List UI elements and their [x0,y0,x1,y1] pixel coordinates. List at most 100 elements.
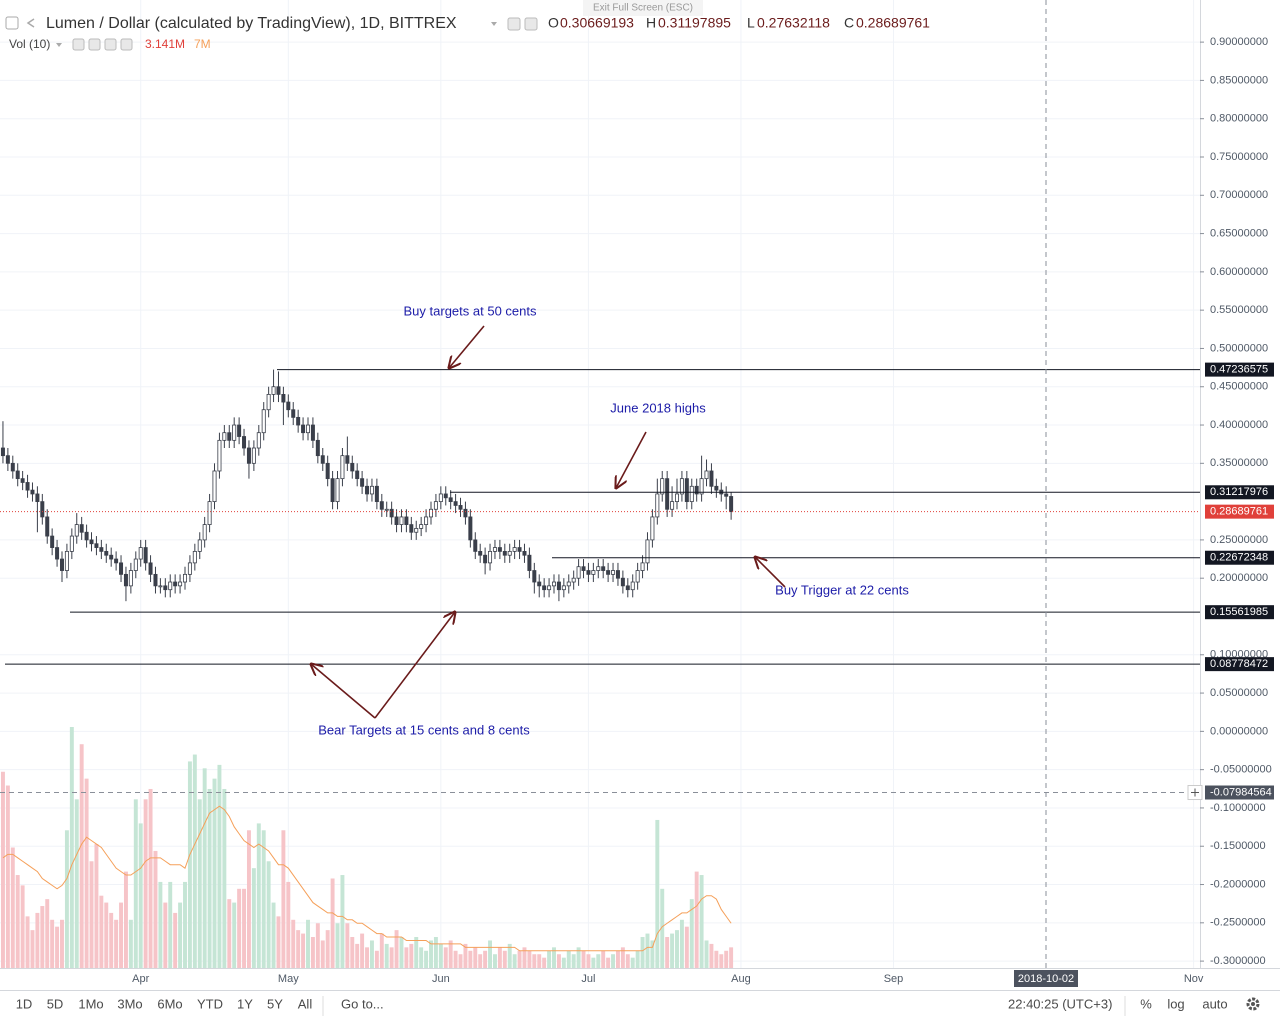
level-tag [1205,550,1274,565]
vol-icon[interactable] [104,38,117,51]
volume-bar [576,947,581,968]
vol-icon[interactable] [72,38,85,51]
candle-body [428,508,433,518]
volume-bar [173,912,178,968]
volume-bar [266,861,271,968]
volume-bar [330,878,335,968]
candle-body [286,401,291,411]
range-button[interactable]: YTD [197,996,223,1011]
range-button[interactable]: 6Mo [157,996,182,1011]
annotation: Bear Targets at 15 cents and 8 cents [318,722,530,737]
volume-bar [714,950,719,968]
volume-bar [473,947,478,968]
volume-bar [79,744,84,968]
x-tick-label: Jul [581,973,595,985]
volume-bar [512,954,517,968]
settings-icon[interactable] [524,17,538,31]
volume-bar [488,940,493,968]
candle-body [330,478,335,503]
candle-body [119,562,124,575]
volume-bar [15,875,20,968]
volume-bar [478,954,483,968]
candle-body [305,424,310,434]
candle-body [251,447,256,464]
volume-bar [650,940,655,968]
volume-bar [153,850,158,968]
volume-bar [458,954,463,968]
volume-bar [552,947,556,968]
annotation-arrow [374,612,455,719]
candle-body [394,516,399,525]
candle-body [109,554,114,560]
volume-bar [291,919,296,968]
range-button[interactable]: 5D [47,996,64,1011]
vol-dropdown[interactable] [56,43,62,47]
y-tick-label: -0.3000000 [1210,955,1266,967]
candle-body [689,485,694,503]
range-button[interactable]: All [298,996,313,1011]
range-button[interactable]: 3Mo [117,996,142,1011]
vol-icon[interactable] [120,38,133,51]
volume-ma-line [2,805,732,952]
volume-bar [119,902,124,968]
exit-fullscreen-bg[interactable] [583,0,703,16]
candle-body [561,585,566,591]
volume-bar [532,954,537,968]
volume-bar [197,799,202,968]
candle-body [438,493,443,503]
crosshair-x-tag [1014,970,1079,987]
log-toggle[interactable]: log [1167,996,1184,1011]
range-button[interactable]: 1Mo [78,996,103,1011]
volume-bar [94,844,99,968]
candle-body [153,573,158,587]
candle-body [414,528,419,533]
candle-body [335,478,340,503]
dropdown-icon[interactable] [491,22,497,26]
vol-icon[interactable] [88,38,101,51]
candle-body [104,550,109,556]
candle-body [448,497,453,503]
auto-toggle[interactable]: auto [1202,996,1227,1011]
collapse-icon[interactable] [5,16,19,30]
goto-button[interactable]: Go to... [341,996,384,1011]
percent-toggle[interactable]: % [1140,996,1152,1011]
eye-icon[interactable] [507,17,521,31]
volume-bar [138,823,143,968]
low-letter: L [747,15,755,31]
volume-bar [601,950,606,968]
open-letter: O [548,15,559,31]
range-button[interactable]: 5Y [267,996,283,1011]
volume-bar [660,888,665,968]
settings-gear[interactable] [1246,997,1260,1011]
level-tag-label: 0.15561985 [1210,606,1268,618]
y-tick-label: 0.80000000 [1210,113,1268,125]
volume-bar [463,943,468,968]
range-button[interactable]: 1Y [237,996,253,1011]
annotation: Buy Trigger at 22 cents [775,582,909,597]
candle-body [365,485,370,495]
candle-body [483,554,488,564]
volume-bar [665,937,670,968]
candle-body [173,581,178,587]
candle-body [291,409,296,418]
candle-body [345,455,350,464]
y-tick-label: 0.90000000 [1210,36,1268,48]
y-tick-label: -0.2000000 [1210,878,1266,890]
volume-bar [84,778,89,968]
candle-body [369,485,374,495]
candle-body [517,547,522,552]
bottom-toolbar [0,990,1280,1024]
candle-body [30,489,35,495]
volume-bar [306,919,310,968]
back-icon[interactable] [26,18,35,28]
volume-bar [217,764,222,968]
range-button[interactable]: 1D [16,996,33,1011]
candle-body [271,386,276,395]
exit-fullscreen[interactable]: Exit Full Screen (ESC) [593,3,693,14]
volume-bar [635,950,640,968]
volume-bar [453,950,458,968]
volume-bar [335,923,340,968]
level-tag [1205,657,1274,672]
candle-body [532,570,537,583]
volume-bar [684,926,689,968]
